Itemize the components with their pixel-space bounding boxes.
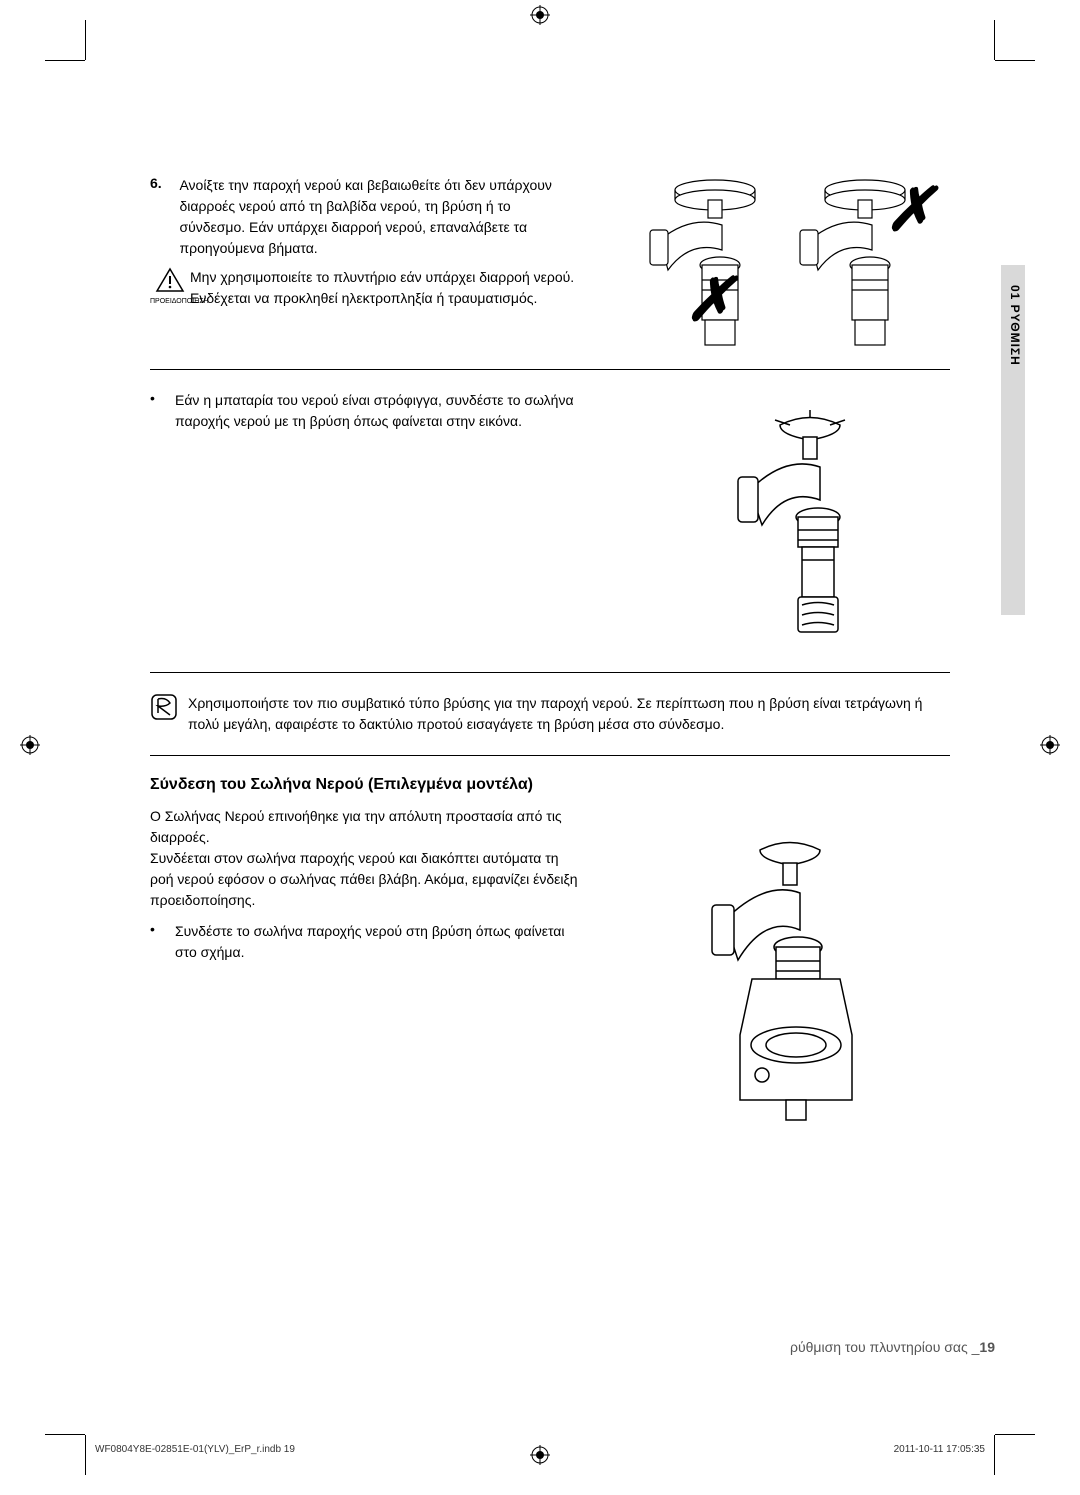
illustration-tap-correct [720, 405, 900, 645]
registration-mark [20, 735, 40, 755]
footer-text: ρύθμιση του πλυντηρίου σας _ [790, 1339, 979, 1355]
section-paragraph: Συνδέεται στον σωλήνα παροχής νερού και … [150, 848, 580, 911]
crop-mark [85, 1435, 86, 1475]
bullet-text: Εάν η μπαταρία του νερού είναι στρόφιγγα… [175, 390, 575, 432]
bullet-marker: • [150, 390, 175, 432]
page-number: 19 [979, 1339, 995, 1355]
crop-mark [995, 1434, 1035, 1435]
crop-mark [994, 20, 995, 60]
section-heading: Σύνδεση του Σωλήνα Νερού (Επιλεγμένα μον… [150, 776, 950, 794]
step-number: 6. [150, 175, 175, 191]
bullet-text: Συνδέστε το σωλήνα παροχής νερού στη βρύ… [175, 921, 575, 963]
x-mark-icon: ✗ [885, 175, 935, 245]
registration-mark [530, 1445, 550, 1465]
bullet-marker: • [150, 921, 175, 963]
warning-icon: ΠΡΟΕΙΔΟΠΟΙΗΣΗ [150, 267, 190, 305]
print-footer-timestamp: 2011-10-11 17:05:35 [894, 1444, 985, 1455]
registration-mark [1040, 735, 1060, 755]
section-paragraph: Ο Σωλήνας Νερού επινοήθηκε για την απόλυ… [150, 806, 580, 848]
page-footer: ρύθμιση του πλυντηρίου σας _19 [790, 1339, 995, 1355]
illustration-aqua-stop-hose [690, 825, 910, 1125]
page-content: 6. Ανοίξτε την παροχή νερού και βεβαιωθε… [150, 175, 950, 963]
warning-label: ΠΡΟΕΙΔΟΠΟΙΗΣΗ [150, 298, 190, 305]
step-text: Ανοίξτε την παροχή νερού και βεβαιωθείτε… [179, 175, 579, 259]
section-tab-label: 01 ΡΥΘΜΙΣΗ [1008, 285, 1022, 366]
warning-text: Μην χρησιμοποιείτε το πλυντήριο εάν υπάρ… [190, 267, 580, 309]
divider [150, 672, 950, 673]
print-footer-filename: WF0804Y8E-02851E-01(YLV)_ErP_r.indb 19 [95, 1444, 295, 1455]
note-text: Χρησιμοποιήστε τον πιο συμβατικό τύπο βρ… [188, 693, 950, 735]
registration-mark [530, 5, 550, 25]
crop-mark [994, 1435, 995, 1475]
note-block: Χρησιμοποιήστε τον πιο συμβατικό τύπο βρ… [150, 693, 950, 735]
note-icon [150, 693, 178, 721]
crop-mark [45, 1434, 85, 1435]
crop-mark [995, 60, 1035, 61]
illustration-two-taps-incorrect: ✗ ✗ [630, 170, 950, 360]
x-mark-icon: ✗ [685, 265, 735, 335]
divider [150, 369, 950, 370]
divider [150, 755, 950, 756]
crop-mark [45, 60, 85, 61]
crop-mark [85, 20, 86, 60]
